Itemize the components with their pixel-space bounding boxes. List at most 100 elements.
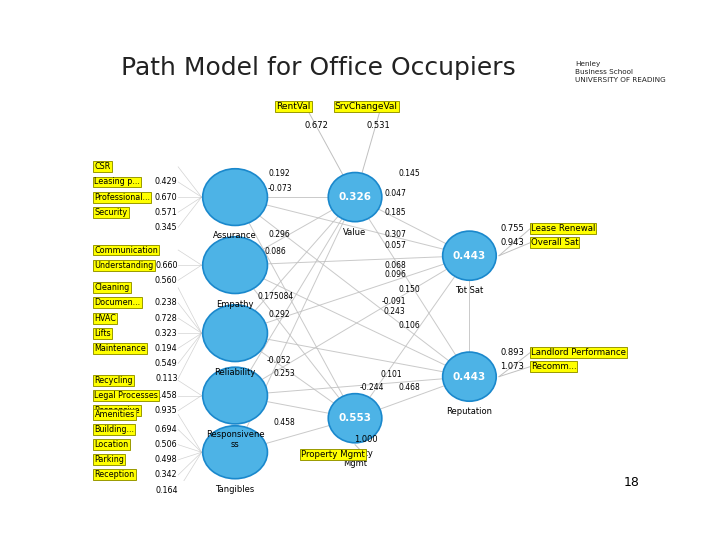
Text: Tot Sat: Tot Sat — [455, 286, 484, 295]
Text: Landlord Performance: Landlord Performance — [531, 348, 626, 356]
Text: 0.323: 0.323 — [155, 329, 178, 338]
Text: 0.935: 0.935 — [155, 406, 178, 415]
Text: 0.560: 0.560 — [155, 276, 178, 285]
Text: HVAC: HVAC — [94, 314, 117, 322]
Text: 0.531: 0.531 — [366, 121, 390, 130]
Text: 0.185: 0.185 — [385, 208, 407, 218]
Text: 18: 18 — [624, 476, 639, 489]
Ellipse shape — [328, 394, 382, 443]
Text: Leasing p...: Leasing p... — [94, 178, 140, 186]
Text: 0.096: 0.096 — [385, 271, 407, 280]
Text: 0.672: 0.672 — [304, 121, 328, 130]
Text: 0.458: 0.458 — [155, 391, 178, 400]
Text: 0.549: 0.549 — [155, 359, 178, 368]
Ellipse shape — [328, 173, 382, 222]
Text: 0.150: 0.150 — [398, 285, 420, 294]
Text: Understanding: Understanding — [94, 261, 153, 269]
Text: Responsive: Responsive — [94, 406, 140, 415]
Text: 0.086: 0.086 — [265, 247, 287, 255]
Text: Responsivene
ss: Responsivene ss — [206, 430, 264, 449]
Text: 0.113: 0.113 — [155, 374, 178, 383]
Text: 1.000: 1.000 — [354, 435, 378, 443]
Ellipse shape — [443, 231, 496, 280]
Ellipse shape — [203, 426, 267, 478]
Text: Recycling: Recycling — [94, 376, 133, 385]
Text: 0.443: 0.443 — [453, 372, 486, 382]
Text: 0.506: 0.506 — [155, 440, 178, 449]
Text: -0.091: -0.091 — [382, 296, 406, 306]
Text: Legal Processes: Legal Processes — [94, 391, 158, 400]
Text: Lifts: Lifts — [94, 329, 111, 338]
Text: RentVal: RentVal — [276, 102, 311, 111]
Text: 0.660: 0.660 — [155, 261, 178, 269]
Text: Tangibles: Tangibles — [215, 485, 255, 494]
Text: 0.342: 0.342 — [155, 470, 178, 480]
Ellipse shape — [203, 168, 267, 226]
Ellipse shape — [203, 237, 267, 293]
Text: Security: Security — [94, 208, 127, 217]
Text: 0.047: 0.047 — [385, 189, 407, 198]
Text: 0.345: 0.345 — [155, 223, 178, 232]
Text: 0.194: 0.194 — [155, 344, 178, 353]
Text: -0.073: -0.073 — [267, 184, 292, 193]
Text: Reliability: Reliability — [215, 368, 256, 376]
Text: Documen...: Documen... — [94, 299, 140, 307]
Text: Assurance: Assurance — [213, 232, 257, 240]
Text: Location: Location — [94, 440, 129, 449]
Text: SrvChangeVal: SrvChangeVal — [335, 102, 397, 111]
Text: -0.244: -0.244 — [360, 383, 384, 391]
Text: 0.553: 0.553 — [338, 413, 372, 423]
Ellipse shape — [203, 367, 267, 424]
Text: 0.106: 0.106 — [398, 321, 420, 330]
Text: 0.292: 0.292 — [269, 310, 291, 319]
Text: 0.670: 0.670 — [155, 193, 178, 201]
Text: 0.443: 0.443 — [453, 251, 486, 261]
Text: 0.243: 0.243 — [383, 307, 405, 316]
Text: 0.253: 0.253 — [274, 369, 295, 378]
Text: CSR: CSR — [94, 163, 111, 171]
Text: 0.893: 0.893 — [500, 348, 524, 356]
Text: 0.468: 0.468 — [398, 383, 420, 391]
Text: Property
Mgmt: Property Mgmt — [337, 449, 373, 468]
Text: Property Mgmt: Property Mgmt — [301, 450, 364, 458]
Text: Path Model for Office Occupiers: Path Model for Office Occupiers — [121, 57, 516, 80]
Text: Parking: Parking — [94, 455, 125, 464]
Text: 0.755: 0.755 — [500, 224, 524, 233]
Text: 1.073: 1.073 — [500, 362, 524, 371]
Text: Recomm...: Recomm... — [531, 362, 577, 371]
Text: Reception: Reception — [94, 470, 135, 480]
Text: 0.571: 0.571 — [155, 208, 178, 217]
Text: 0.296: 0.296 — [269, 230, 291, 239]
Text: Value: Value — [343, 228, 366, 237]
Text: Overall Sat: Overall Sat — [531, 238, 578, 247]
Text: -0.052: -0.052 — [266, 356, 291, 365]
Text: 0.694: 0.694 — [155, 425, 178, 434]
Text: 0.458: 0.458 — [274, 417, 295, 427]
Text: 0.498: 0.498 — [155, 455, 178, 464]
Text: 0.307: 0.307 — [385, 231, 407, 239]
Text: Empathy: Empathy — [216, 300, 254, 308]
Text: 0.429: 0.429 — [155, 178, 178, 186]
Text: Maintenance: Maintenance — [94, 344, 146, 353]
Text: 0.057: 0.057 — [385, 241, 407, 249]
Text: Reputation: Reputation — [446, 407, 492, 416]
Text: Cleaning: Cleaning — [94, 284, 130, 292]
Text: 0.238: 0.238 — [155, 299, 178, 307]
Ellipse shape — [203, 305, 267, 362]
Text: Amenities: Amenities — [94, 410, 135, 419]
Text: 0.943: 0.943 — [500, 238, 524, 247]
Text: 0.145: 0.145 — [398, 169, 420, 178]
Text: 0.101: 0.101 — [380, 370, 402, 379]
Text: 0.068: 0.068 — [385, 261, 407, 270]
Text: Communication: Communication — [94, 246, 158, 254]
Text: 0.728: 0.728 — [155, 314, 178, 322]
Text: 0.192: 0.192 — [269, 169, 291, 178]
Text: Lease Renewal: Lease Renewal — [531, 224, 595, 233]
Text: 0.175084: 0.175084 — [258, 292, 294, 301]
Ellipse shape — [443, 352, 496, 401]
Text: Professional...: Professional... — [94, 193, 150, 201]
Text: 0.326: 0.326 — [338, 192, 372, 202]
Text: Building...: Building... — [94, 425, 135, 434]
Text: 0.164: 0.164 — [155, 485, 178, 495]
Text: Henley
Business School
UNIVERSITY OF READING: Henley Business School UNIVERSITY OF REA… — [575, 60, 666, 83]
